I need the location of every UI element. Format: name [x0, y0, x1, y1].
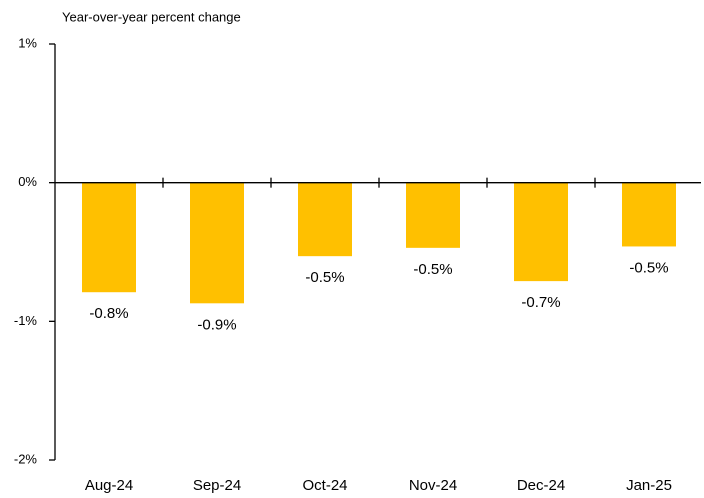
value-label: -0.8% — [89, 305, 128, 322]
bar — [190, 182, 244, 304]
x-tick-label: Jan-25 — [626, 477, 672, 494]
value-label: -0.5% — [305, 269, 344, 286]
x-tick-label: Sep-24 — [193, 477, 241, 494]
bar — [514, 182, 568, 282]
x-tick-label: Aug-24 — [85, 477, 133, 494]
x-tick-label: Oct-24 — [302, 477, 347, 494]
bar — [82, 182, 136, 293]
value-label: -0.7% — [521, 294, 560, 311]
y-tick-label: 0% — [18, 174, 37, 189]
y-tick-label: -2% — [14, 451, 38, 466]
bar — [298, 182, 352, 257]
y-tick-label: 1% — [18, 35, 37, 50]
value-label: -0.5% — [629, 259, 668, 276]
value-label: -0.9% — [197, 316, 236, 333]
y-tick-label: -1% — [14, 313, 38, 328]
y-axis-title: Year-over-year percent change — [62, 9, 241, 24]
bar — [622, 182, 676, 247]
x-tick-label: Dec-24 — [517, 477, 565, 494]
bar — [406, 182, 460, 248]
x-tick-label: Nov-24 — [409, 477, 457, 494]
value-label: -0.5% — [413, 261, 452, 278]
